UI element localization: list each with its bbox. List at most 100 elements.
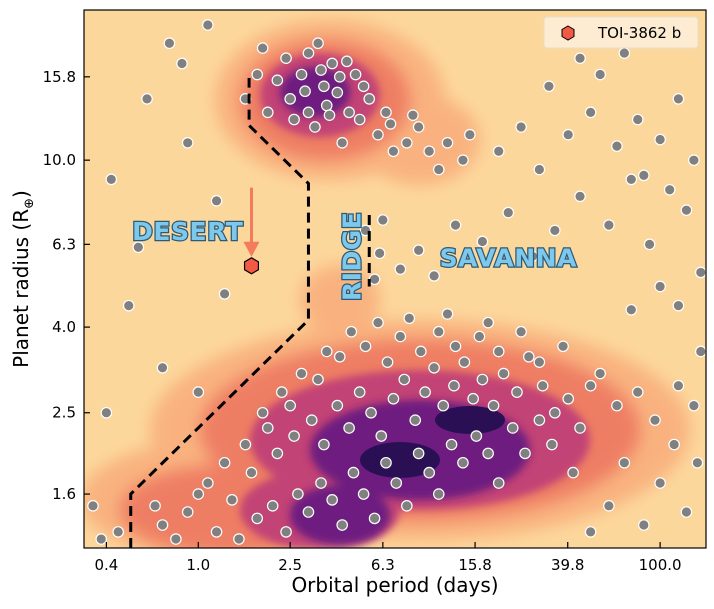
data-point — [618, 47, 631, 59]
data-point — [603, 500, 615, 512]
data-point — [432, 325, 445, 338]
data-point — [536, 379, 549, 392]
data-point — [271, 447, 284, 460]
data-point — [533, 414, 546, 426]
plot-frame — [83, 9, 707, 549]
data-point — [492, 145, 505, 158]
y-axis: 1.6 2.5 4.0 6.3 10.0 15.8 — [43, 68, 90, 503]
data-point — [245, 466, 258, 479]
data-point — [412, 447, 425, 460]
data-point — [261, 422, 274, 434]
data-point — [380, 106, 392, 119]
desert-boundary — [129, 77, 310, 548]
data-point — [261, 106, 274, 119]
data-point — [467, 392, 479, 405]
data-point — [390, 477, 403, 489]
data-point — [688, 154, 700, 166]
data-point — [372, 316, 384, 329]
data-point — [401, 500, 413, 512]
data-point — [100, 406, 113, 419]
data-point — [295, 367, 308, 380]
data-point — [594, 367, 606, 380]
data-point — [377, 214, 389, 226]
data-point — [437, 399, 450, 412]
data-point — [428, 270, 440, 282]
data-point — [181, 506, 194, 518]
data-point — [574, 52, 586, 65]
data-point — [533, 163, 546, 176]
data-point — [415, 345, 427, 358]
data-point — [668, 438, 680, 451]
data-point — [373, 247, 386, 260]
data-point — [380, 456, 392, 469]
data-point — [87, 500, 99, 512]
data-point — [482, 447, 494, 460]
data-point — [266, 500, 279, 512]
data-point — [226, 494, 238, 506]
data-point — [401, 136, 413, 149]
data-point — [288, 430, 300, 442]
data-point — [349, 68, 362, 81]
data-point — [432, 488, 445, 500]
data-point — [680, 506, 693, 518]
data-point — [441, 136, 454, 149]
data-point — [280, 52, 292, 65]
region-label-savanna: SAVANNA — [440, 243, 578, 272]
data-point — [256, 406, 269, 419]
data-point — [506, 422, 519, 434]
data-point — [315, 477, 327, 489]
data-point — [210, 195, 223, 207]
data-point — [515, 121, 527, 133]
toi-3862b-highlight — [243, 187, 260, 275]
data-point — [251, 68, 264, 81]
data-point — [672, 93, 685, 105]
x-tick-label: 1.0 — [186, 556, 210, 574]
legend: TOI-3862 b — [543, 16, 699, 49]
x-axis-title: Orbital period (days) — [291, 573, 498, 597]
data-point — [141, 93, 153, 105]
data-point — [403, 312, 416, 325]
data-point — [256, 42, 269, 54]
data-point — [649, 414, 661, 426]
data-point — [694, 266, 706, 279]
data-point — [202, 477, 214, 489]
data-point — [654, 477, 666, 489]
data-point — [192, 488, 205, 500]
data-point — [363, 93, 376, 105]
data-point — [375, 430, 388, 442]
data-point — [457, 456, 469, 469]
boundary-lines — [129, 77, 371, 548]
data-point — [384, 118, 397, 130]
data-point — [464, 128, 476, 141]
y-axis-title: Planet radius (R⊕) — [9, 190, 37, 368]
data-point — [482, 316, 494, 329]
data-point — [523, 350, 535, 363]
data-point — [170, 533, 182, 545]
data-point — [105, 173, 118, 186]
data-point — [449, 340, 462, 353]
y-tick-label: 6.3 — [52, 235, 76, 253]
data-point — [331, 399, 344, 412]
y-tick-label: 2.5 — [52, 404, 76, 422]
data-point — [487, 399, 500, 412]
data-point — [156, 519, 169, 531]
data-point — [407, 109, 419, 121]
data-point — [357, 80, 370, 93]
x-tick-label: 2.5 — [278, 556, 302, 574]
data-point — [333, 350, 346, 363]
data-point — [302, 506, 315, 518]
data-point — [428, 361, 440, 374]
data-point — [519, 447, 531, 460]
data-point — [343, 422, 355, 434]
data-point — [625, 173, 638, 186]
x-tick-label: 39.8 — [551, 556, 584, 574]
data-point — [412, 244, 425, 257]
region-label-desert: DESERT — [132, 217, 243, 246]
data-point — [409, 414, 422, 426]
x-tick-label: 6.3 — [371, 556, 395, 574]
data-point — [458, 356, 471, 368]
data-point — [562, 392, 575, 405]
data-point — [239, 438, 252, 451]
data-point — [132, 241, 145, 254]
data-point — [343, 106, 355, 119]
